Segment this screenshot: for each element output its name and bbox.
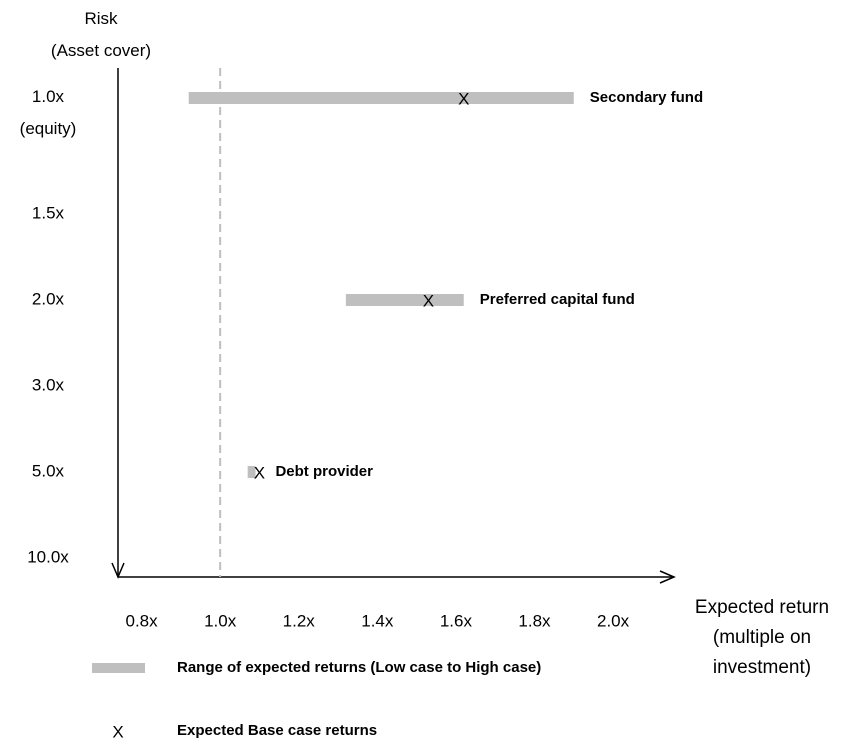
y-tick-label: 1.0x (equity) [20,87,77,138]
base-marker: X [458,89,469,108]
series-label: Debt provider [275,463,373,480]
range-bar [188,92,574,104]
y-tick-label: 10.0x [27,547,69,566]
legend-swatch [92,663,145,673]
x-tick-label: 1.2x [283,611,316,630]
x-tick-label: 1.4x [361,611,394,630]
series-label: Preferred capital fund [480,291,635,308]
legend-marker: X [112,722,123,741]
x-tick-label: 2.0x [597,611,630,630]
legend-label: Range of expected returns (Low case to H… [177,659,541,676]
x-tick-label: 1.6x [440,611,473,630]
y-tick-label: 2.0x [32,289,65,308]
x-axis-arrow [659,570,676,584]
x-tick-label: 1.8x [518,611,551,630]
base-marker: X [254,463,265,482]
series-label: Secondary fund [590,89,703,106]
y-tick-label: 5.0x [32,461,65,480]
range-bar [247,466,256,478]
x-tick-label: 1.0x [204,611,237,630]
y-tick-label: 1.5x [32,203,65,222]
base-marker: X [423,291,434,310]
range-bar [345,294,464,306]
x-tick-label: 0.8x [126,611,159,630]
y-tick-label: 3.0x [32,375,65,394]
y-axis-label: Risk (Asset cover) [51,9,151,60]
legend-label: Expected Base case returns [177,722,377,739]
x-axis-label: Expected return (multiple on investment) [695,597,829,678]
